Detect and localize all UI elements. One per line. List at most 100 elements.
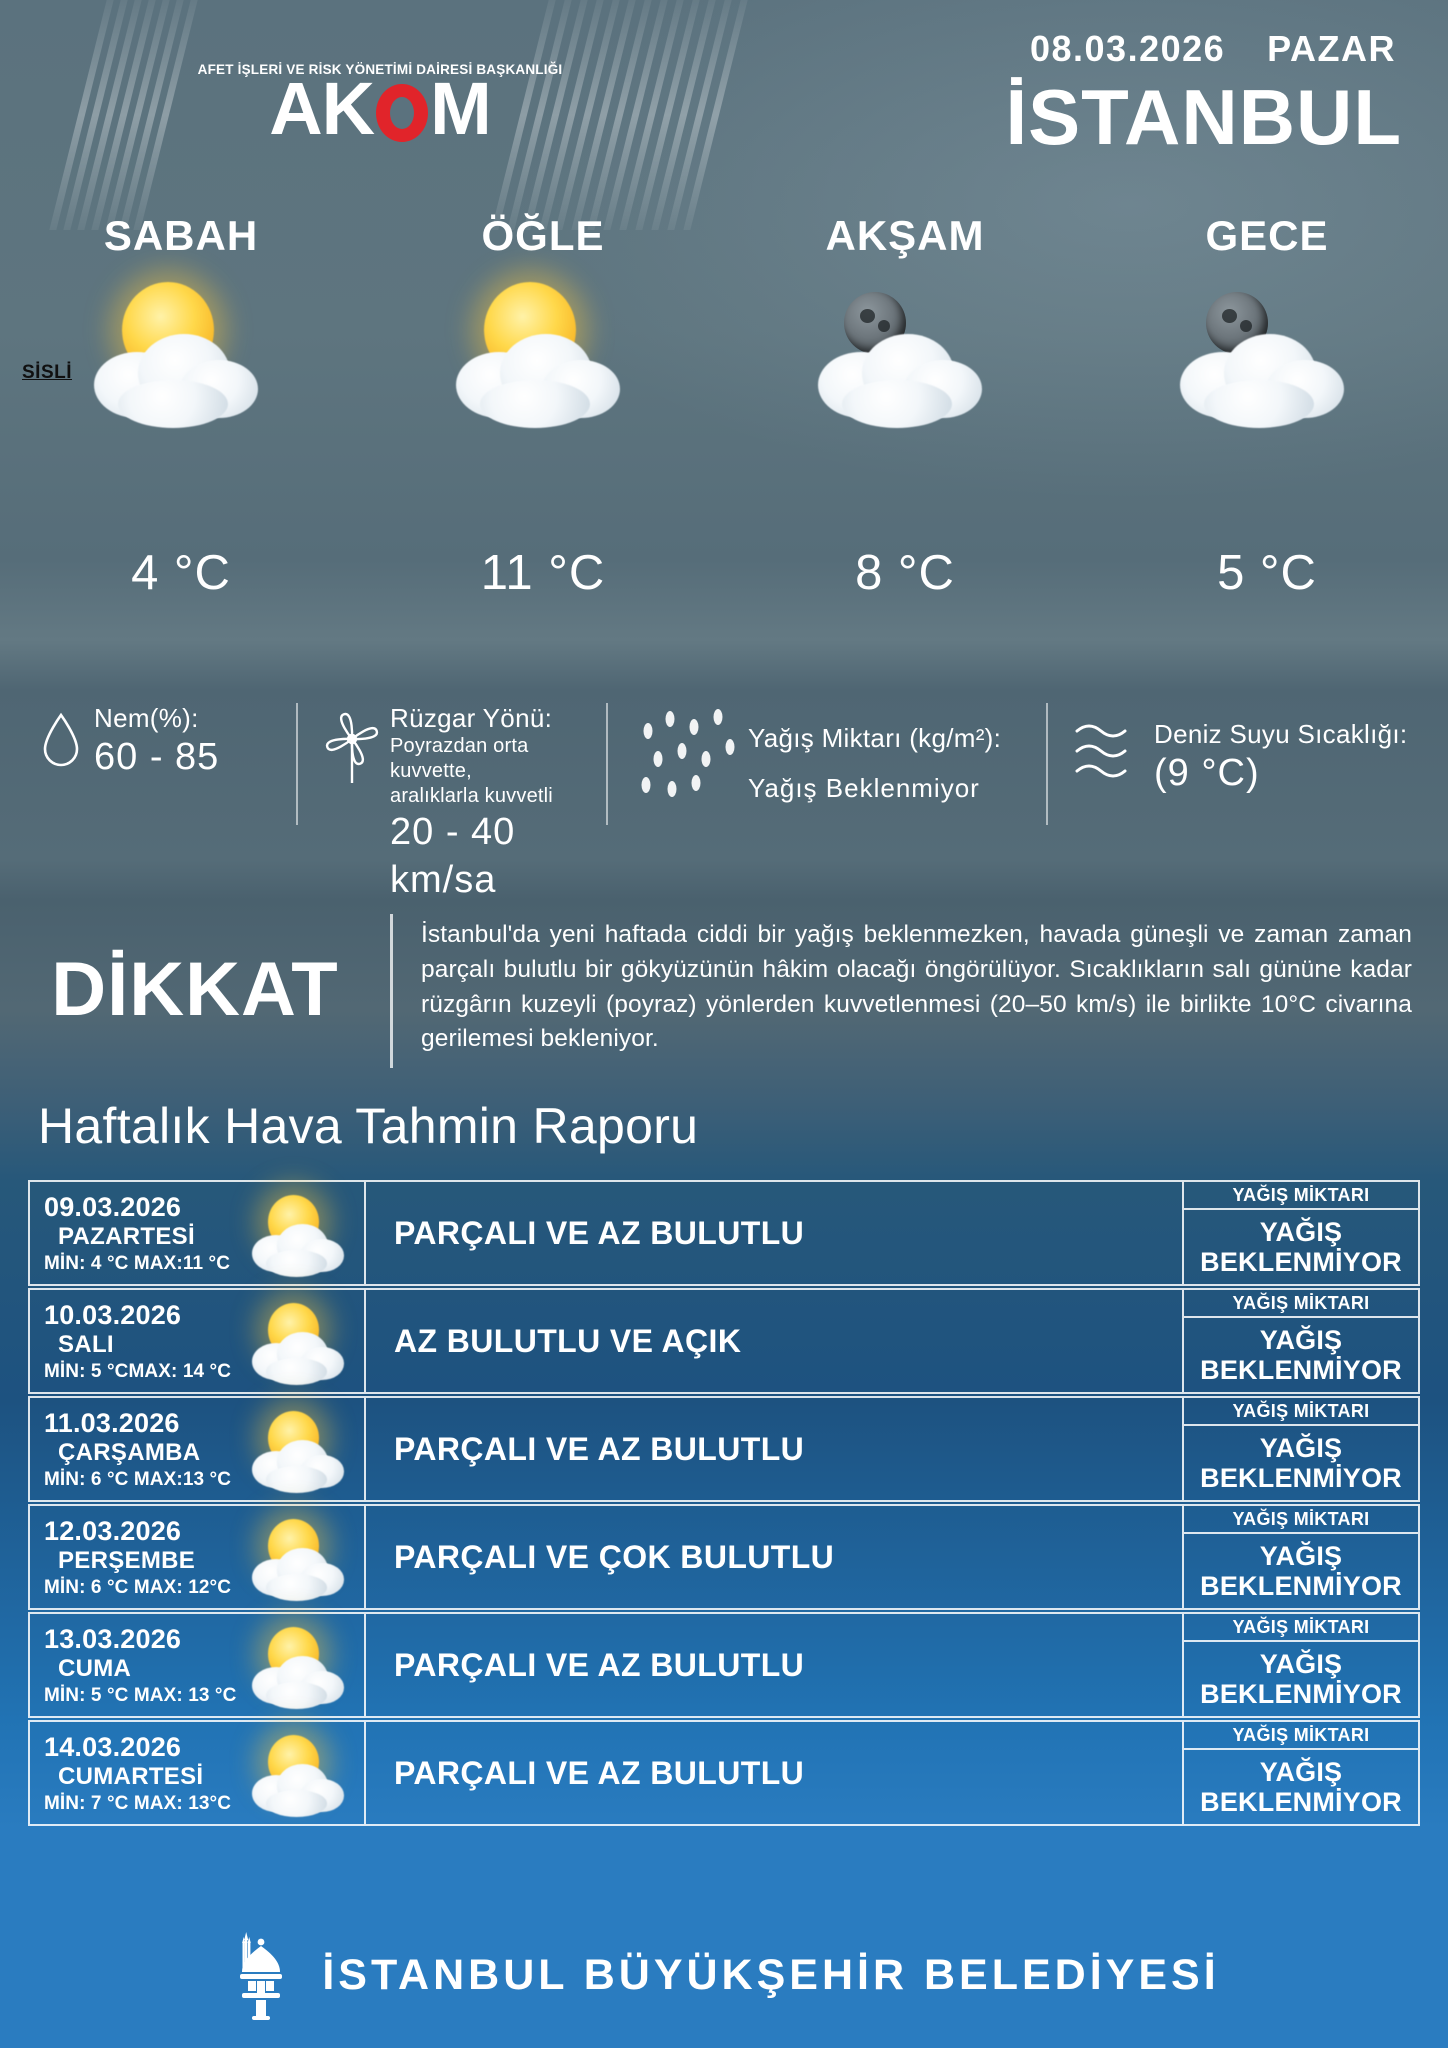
row-weather-icon xyxy=(242,1190,358,1282)
daypart-2: ÖĞLE xyxy=(362,212,724,492)
warning-divider xyxy=(390,914,393,1068)
footer: İSTANBUL BÜYÜKŞEHİR BELEDİYESİ xyxy=(0,1903,1448,2048)
row-rain-header: YAĞIŞ MİKTARI xyxy=(1184,1288,1420,1318)
weekday-value: PAZAR xyxy=(1267,28,1396,69)
row-date-cell: 11.03.2026 ÇARŞAMBA MİN: 6 °C MAX:13 °C xyxy=(28,1396,366,1502)
dayparts-temperature-row: 4 °C 11 °C 8 °C 5 °C xyxy=(0,545,1448,601)
ibb-mosque-logo xyxy=(228,1928,294,2024)
moon-behind-cloud-icon xyxy=(1162,276,1372,456)
weekly-forecast-title: Haftalık Hava Tahmin Raporu xyxy=(38,1098,699,1154)
metrics-strip: Nem(%): 60 - 85 Rüzgar Yönü: Poyrazdan o… xyxy=(0,672,1448,901)
table-row: 12.03.2026 PERŞEMBE MİN: 6 °C MAX: 12°C … xyxy=(28,1504,1420,1610)
metric-sea-text: Deniz Suyu Sıcaklığı: (9 °C) xyxy=(1154,697,1407,798)
row-weather-icon xyxy=(242,1622,358,1714)
row-rain-value: YAĞIŞ BEKLENMİYOR xyxy=(1184,1318,1420,1394)
sun-behind-cloud-icon xyxy=(242,1408,358,1500)
row-date-text: 11.03.2026 ÇARŞAMBA MİN: 6 °C MAX:13 °C xyxy=(30,1408,242,1491)
daypart-3: AKŞAM xyxy=(724,212,1086,492)
row-rain-value: YAĞIŞ BEKLENMİYOR xyxy=(1184,1210,1420,1286)
daypart-weather-icon: SİSLİ xyxy=(0,266,362,456)
row-date: 11.03.2026 xyxy=(44,1407,180,1438)
row-rain-header: YAĞIŞ MİKTARI xyxy=(1184,1180,1420,1210)
row-weather-icon xyxy=(242,1514,358,1606)
row-rain-value: YAĞIŞ BEKLENMİYOR xyxy=(1184,1750,1420,1826)
warning-text: İstanbul'da yeni haftada ciddi bir yağış… xyxy=(421,921,1412,1053)
row-weekday: ÇARŞAMBA xyxy=(58,1438,201,1466)
row-date-cell: 14.03.2026 CUMARTESİ MİN: 7 °C MAX: 13°C xyxy=(28,1720,366,1826)
cloud-icon xyxy=(265,1466,328,1494)
row-date: 14.03.2026 xyxy=(44,1731,182,1762)
row-rain-cell: YAĞIŞ MİKTARI YAĞIŞ BEKLENMİYOR xyxy=(1184,1720,1420,1826)
daypart-temperature: 5 °C xyxy=(1217,546,1317,600)
row-description: PARÇALI VE AZ BULUTLU xyxy=(366,1612,1184,1718)
row-date-text: 10.03.2026 SALI MİN: 5 °CMAX: 14 °C xyxy=(30,1300,242,1383)
akom-o-ring-icon xyxy=(374,83,430,143)
daypart-condition-note: SİSLİ xyxy=(22,362,73,383)
row-description: AZ BULUTLU VE AÇIK xyxy=(366,1288,1184,1394)
warning-section: DİKKAT İstanbul'da yeni haftada ciddi bi… xyxy=(0,900,1448,1100)
row-rain-header: YAĞIŞ MİKTARI xyxy=(1184,1504,1420,1534)
daypart-1: SABAH SİSLİ xyxy=(0,212,362,492)
row-rain-cell: YAĞIŞ MİKTARI YAĞIŞ BEKLENMİYOR xyxy=(1184,1612,1420,1718)
row-date: 13.03.2026 xyxy=(44,1623,182,1654)
row-date-text: 14.03.2026 CUMARTESİ MİN: 7 °C MAX: 13°C xyxy=(30,1732,242,1815)
metric-wind-label: Rüzgar Yönü: xyxy=(390,703,553,733)
daypart-label: ÖĞLE xyxy=(481,212,605,259)
row-weekday: PAZARTESİ xyxy=(58,1222,195,1250)
row-minmax: MİN: 5 °CMAX: 14 °C xyxy=(44,1360,232,1382)
row-date-cell: 12.03.2026 PERŞEMBE MİN: 6 °C MAX: 12°C xyxy=(28,1504,366,1610)
cloud-icon xyxy=(265,1574,328,1602)
row-date: 12.03.2026 xyxy=(44,1515,182,1546)
sun-behind-cloud-icon xyxy=(242,1300,358,1392)
row-minmax: MİN: 6 °C MAX: 12°C xyxy=(44,1576,232,1598)
sun-behind-cloud-icon xyxy=(76,276,286,456)
header: AFET İŞLERİ VE RİSK YÖNETİMİ DAİRESİ BAŞ… xyxy=(0,0,1448,215)
metric-wind-text: Rüzgar Yönü: Poyrazdan orta kuvvette, ar… xyxy=(390,697,606,904)
rain-drops-icon xyxy=(628,697,748,811)
row-weekday: CUMA xyxy=(58,1654,132,1682)
cloud-icon xyxy=(118,380,228,428)
row-date-cell: 13.03.2026 CUMA MİN: 5 °C MAX: 13 °C xyxy=(28,1612,366,1718)
akom-wordmark: AK M xyxy=(269,72,492,146)
metric-rain-value: Yağış Beklenmiyor xyxy=(748,773,980,803)
sun-behind-cloud-icon xyxy=(242,1516,358,1608)
cloud-icon xyxy=(265,1358,328,1386)
row-weekday: CUMARTESİ xyxy=(58,1762,204,1790)
row-weekday: SALI xyxy=(58,1330,114,1358)
sun-behind-cloud-icon xyxy=(438,276,648,456)
row-rain-header: YAĞIŞ MİKTARI xyxy=(1184,1396,1420,1426)
akom-letters-ak: AK xyxy=(269,67,375,150)
sun-behind-cloud-icon xyxy=(242,1192,358,1284)
header-date: 08.03.2026 PAZAR xyxy=(1030,28,1396,70)
metric-humidity: Nem(%): 60 - 85 xyxy=(28,697,296,827)
waves-icon xyxy=(1068,697,1154,783)
cloud-icon xyxy=(1204,380,1314,428)
table-row: 11.03.2026 ÇARŞAMBA MİN: 6 °C MAX:13 °C … xyxy=(28,1396,1420,1502)
row-date-text: 13.03.2026 CUMA MİN: 5 °C MAX: 13 °C xyxy=(30,1624,242,1707)
metric-wind-value: 20 - 40 km/sa xyxy=(390,811,516,901)
row-date-cell: 10.03.2026 SALI MİN: 5 °CMAX: 14 °C xyxy=(28,1288,366,1394)
cloud-icon xyxy=(265,1790,328,1818)
row-rain-header: YAĞIŞ MİKTARI xyxy=(1184,1612,1420,1642)
row-date: 10.03.2026 xyxy=(44,1299,182,1330)
metric-humidity-text: Nem(%): 60 - 85 xyxy=(94,697,219,782)
daypart-temperature: 11 °C xyxy=(480,546,606,600)
metric-sea: Deniz Suyu Sıcaklığı: (9 °C) xyxy=(1046,697,1448,827)
footer-text: İSTANBUL BÜYÜKŞEHİR BELEDİYESİ xyxy=(322,1951,1220,1999)
daypart-temperature: 4 °C xyxy=(131,546,231,600)
sun-behind-cloud-icon xyxy=(242,1732,358,1824)
metric-rain-text: Yağış Miktarı (kg/m²): Yağış Beklenmiyor xyxy=(748,697,1001,805)
table-row: 10.03.2026 SALI MİN: 5 °CMAX: 14 °C AZ B… xyxy=(28,1288,1420,1394)
row-rain-value: YAĞIŞ BEKLENMİYOR xyxy=(1184,1642,1420,1718)
row-description: PARÇALI VE AZ BULUTLU xyxy=(366,1720,1184,1826)
daypart-label: SABAH xyxy=(103,212,259,259)
metric-humidity-label: Nem(%): xyxy=(94,703,199,733)
city-title: İSTANBUL xyxy=(1005,73,1402,161)
row-minmax: MİN: 4 °C MAX:11 °C xyxy=(44,1252,231,1274)
daypart-temperature: 8 °C xyxy=(855,546,955,600)
row-rain-cell: YAĞIŞ MİKTARI YAĞIŞ BEKLENMİYOR xyxy=(1184,1396,1420,1502)
cloud-icon xyxy=(480,380,590,428)
daypart-weather-icon xyxy=(724,266,1086,456)
metric-sea-label: Deniz Suyu Sıcaklığı: xyxy=(1154,719,1408,749)
cloud-icon xyxy=(265,1682,328,1710)
